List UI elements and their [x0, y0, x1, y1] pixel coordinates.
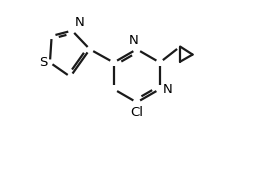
Text: N: N	[129, 34, 139, 48]
Text: N: N	[75, 16, 85, 29]
Text: N: N	[163, 83, 173, 96]
Text: S: S	[39, 56, 47, 69]
Text: Cl: Cl	[130, 106, 143, 119]
